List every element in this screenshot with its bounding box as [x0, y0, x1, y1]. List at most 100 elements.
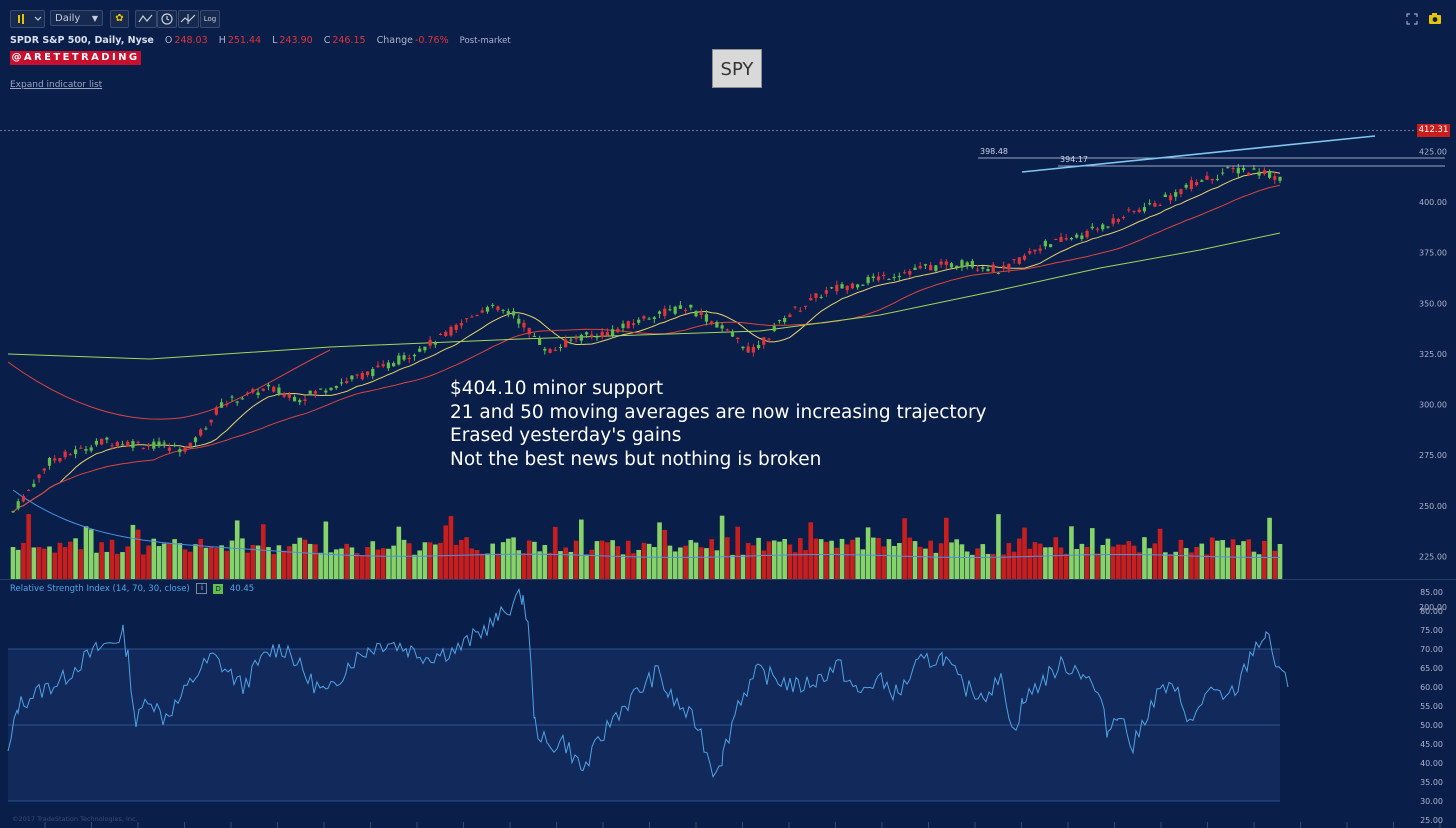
expand-indicator-link[interactable]: Expand indicator list [10, 80, 103, 90]
volume-bar [1136, 552, 1142, 579]
fullscreen-icon[interactable] [1406, 13, 1418, 25]
candle-body [433, 342, 437, 345]
volume-bar [433, 544, 438, 579]
candle-body [668, 309, 672, 311]
candle-body [819, 296, 823, 298]
volume-bar [1215, 540, 1220, 579]
volume-bar [208, 546, 214, 579]
volume-bar [787, 544, 793, 579]
volume-bar [120, 552, 125, 579]
trendline [1021, 135, 1376, 173]
volume-bar [495, 553, 501, 579]
candle-body [141, 448, 145, 450]
volume-bar [563, 547, 568, 579]
chart-type-button[interactable] [10, 10, 45, 28]
volume-bar [1022, 527, 1027, 579]
log-label: Log [203, 15, 217, 23]
volume-bar [1017, 538, 1022, 579]
price-axis-label: 275.00 [1419, 451, 1447, 460]
candle-body [58, 458, 62, 462]
volume-bar [459, 539, 464, 579]
indicators-button[interactable] [135, 10, 157, 28]
candle-body [173, 444, 177, 446]
volume-bar [917, 546, 923, 579]
volume-bar [1131, 545, 1137, 579]
volume-bar [1189, 552, 1194, 579]
candle-body [600, 331, 604, 337]
candle-body [647, 318, 651, 320]
volume-bar [698, 547, 704, 579]
time-button[interactable] [157, 10, 177, 28]
candle-body [100, 438, 104, 445]
candle-body [897, 276, 901, 278]
volume-bar [970, 554, 975, 579]
volume-bar [615, 546, 621, 579]
candle-body [981, 267, 985, 269]
candle-body [126, 441, 130, 447]
volume-bar [1037, 543, 1043, 579]
volume-bar [36, 546, 42, 579]
candle-body [350, 375, 354, 380]
candle-body [1017, 257, 1021, 264]
volume-bar [516, 550, 522, 579]
volume-bar [78, 549, 84, 579]
candle-body [590, 334, 594, 337]
volume-bar [865, 527, 871, 579]
candle-body [146, 445, 151, 447]
volume-bar [370, 541, 376, 579]
candle-body [991, 264, 995, 272]
candle-body [371, 369, 375, 377]
brand-badge: @ARETETRADING [10, 51, 141, 65]
volume-bar [1209, 537, 1215, 579]
compare-button[interactable] [178, 10, 199, 28]
candle-body [543, 348, 547, 351]
last-price-label: 412.31 [1417, 124, 1450, 137]
candle-body [965, 262, 969, 266]
candle-body [501, 309, 505, 311]
candle-body [715, 321, 719, 328]
info-icon[interactable]: i [196, 583, 208, 594]
candle-body [287, 394, 291, 398]
volume-bar [287, 546, 292, 579]
candle-body [480, 310, 484, 313]
volume-bar [1277, 543, 1283, 579]
candle-body [188, 442, 192, 447]
candle-body [736, 337, 740, 340]
open-value: 248.03 [174, 35, 208, 46]
settings-button[interactable]: ✿ [110, 10, 129, 28]
volume-bar [1110, 546, 1116, 579]
candle-body [605, 332, 609, 336]
log-scale-button[interactable]: Log [200, 10, 220, 28]
candle-body [1022, 255, 1027, 260]
candle-body [929, 265, 933, 271]
volume-bar [813, 538, 819, 579]
volume-bar [766, 541, 772, 579]
candle-body [616, 328, 620, 333]
volume-bar [839, 538, 845, 579]
rsi-axis-label: 50.00 [1420, 721, 1443, 730]
rsi-axis-label: 70.00 [1420, 645, 1443, 654]
candle-body [308, 390, 312, 394]
volume-bar [354, 553, 360, 579]
rsi-axis-label: 40.00 [1420, 759, 1443, 768]
volume-bar [782, 538, 787, 579]
volume-bar [725, 537, 730, 579]
candle-body [167, 447, 172, 451]
candle-body [1090, 226, 1094, 229]
camera-icon[interactable] [1428, 12, 1442, 25]
candle-body [611, 329, 615, 336]
volume-bar [328, 552, 334, 579]
volume-bar [417, 550, 422, 579]
volume-bar [224, 550, 230, 579]
volume-bar [985, 553, 991, 579]
candle-body [376, 365, 380, 368]
interval-select[interactable]: Daily ▼ [50, 10, 103, 26]
candle-body [47, 457, 52, 466]
volume-bar [313, 544, 318, 579]
volume-bar [1032, 542, 1038, 579]
volume-bar [88, 529, 94, 579]
candle-body [11, 511, 15, 513]
candle-body [793, 306, 797, 308]
candle-body [485, 307, 490, 312]
volume-bar [886, 539, 892, 579]
